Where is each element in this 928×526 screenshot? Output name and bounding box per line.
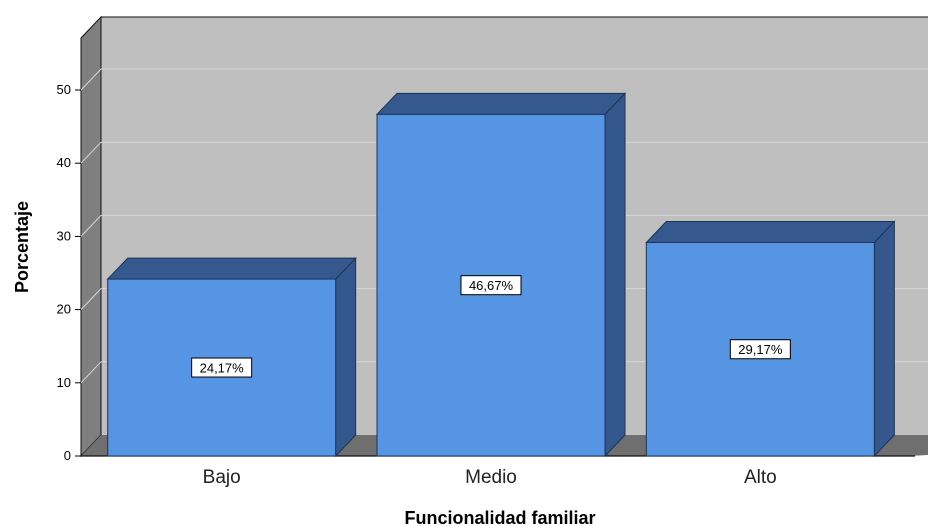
bars: 24,17% 46,67% 29,17% [106,92,896,458]
x-axis-title: Funcionalidad familiar [404,508,595,526]
bar-group: 24,17% [106,256,357,458]
x-tick-label: Alto [744,467,777,488]
y-tick-label: 20 [57,302,71,317]
bar-group: 29,17% [645,220,896,458]
x-tick-label: Medio [465,467,517,488]
gridline-side [80,68,102,91]
gridline-side [80,215,102,237]
bar-top [645,220,896,243]
y-axis-title: Porcentaje [12,201,32,293]
x-tick-label: Bajo [203,467,241,488]
left-wall [80,15,102,458]
y-tick-label: 50 [57,82,71,97]
gridline-side [80,288,102,310]
x-axis-ticks: Bajo Medio Alto [203,467,777,488]
y-tick-label: 40 [57,155,71,170]
bar-side [604,92,626,458]
y-tick-label: 10 [57,375,71,390]
y-tick-label: 0 [64,448,71,463]
y-tick-label: 30 [57,228,71,243]
bar-group: 46,67% [375,92,627,458]
bar-side [873,220,895,458]
data-label-box [460,275,522,296]
data-label: 24,17% [200,361,245,376]
data-label: 29,17% [738,342,783,357]
bar-top [106,257,357,280]
y-axis-ticks: 0 10 20 30 40 50 [57,82,81,463]
bar-top [375,92,627,115]
gridline-side [80,361,102,384]
data-label: 46,67% [469,278,514,293]
data-label-box [729,339,791,360]
data-label-box [191,357,253,378]
gridline-side [80,141,102,164]
bar-side [335,256,357,458]
